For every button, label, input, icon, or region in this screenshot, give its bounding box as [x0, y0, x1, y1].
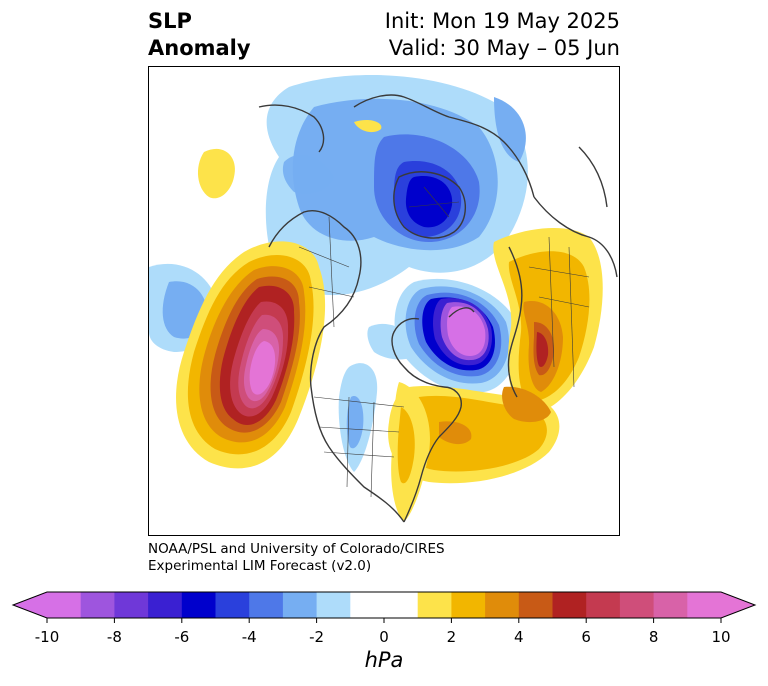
colorbar-bin [417, 592, 452, 618]
colorbar-tick-label: -2 [309, 628, 325, 646]
valid-range: Valid: 30 May – 05 Jun [388, 36, 620, 60]
colorbar-bin [687, 592, 722, 618]
colorbar-tick-label: 6 [581, 628, 591, 646]
colorbar-bin [586, 592, 621, 618]
coastlines [258, 94, 618, 523]
colorbar-bin [485, 592, 520, 618]
negative-anomaly-arctic [265, 75, 528, 296]
colorbar-bin [653, 592, 688, 618]
positive-anomaly-western-pacific [197, 148, 235, 199]
colorbar-bin [47, 592, 82, 618]
forecast-dates: Init: Mon 19 May 2025 Valid: 30 May – 05… [385, 8, 620, 62]
colorbar-bin [282, 592, 318, 618]
colorbar-tick-label: -10 [34, 628, 60, 646]
colorbar-bin [518, 592, 553, 618]
colorbar-bin [316, 592, 351, 618]
colorbar-bin [249, 592, 284, 618]
colorbar-bin [451, 592, 486, 618]
colorbar-bin [552, 592, 587, 618]
colorbar: -10 -8 -6 -4 -2 0 2 4 6 8 10 hPa [0, 588, 768, 686]
positive-anomaly-baffin [354, 119, 382, 133]
colorbar-bin [148, 592, 183, 618]
title-line-1: SLP [148, 9, 192, 33]
colorbar-tick-label: 8 [648, 628, 659, 646]
init-date: Init: Mon 19 May 2025 [384, 9, 620, 33]
credit-line-1: NOAA/PSL and University of Colorado/CIRE… [148, 541, 445, 557]
credit-line-2: Experimental LIM Forecast (v2.0) [148, 558, 372, 574]
colorbar-bin [619, 592, 655, 618]
negative-anomaly-north-atlantic [394, 278, 518, 393]
colorbar-tick-label: -6 [174, 628, 190, 646]
political-borders [298, 186, 590, 498]
colorbar-unit: hPa [364, 648, 404, 672]
colorbar-under-arrow [13, 592, 47, 618]
colorbar-over-arrow [721, 592, 755, 618]
figure-title: SLP Anomaly [148, 8, 251, 62]
colorbar-bin [181, 592, 216, 618]
colorbar-tick-label: 4 [514, 628, 524, 646]
credit-text: NOAA/PSL and University of Colorado/CIRE… [148, 541, 445, 575]
colorbar-tick-label: -4 [241, 628, 257, 646]
colorbar-bin [80, 592, 115, 618]
anomaly-map [148, 66, 620, 536]
colorbar-tick-label: 10 [711, 628, 731, 646]
positive-anomaly-eastern-us [391, 382, 430, 522]
positive-anomaly-subtropical-atlantic [388, 385, 560, 484]
title-line-2: Anomaly [148, 36, 251, 60]
colorbar-tick-label: 2 [446, 628, 457, 646]
colorbar-bin [215, 592, 250, 618]
map-canvas [149, 75, 618, 523]
negative-anomaly-central-north-america [338, 323, 424, 472]
positive-anomaly-northeast-pacific [176, 241, 326, 469]
colorbar-tick-label: 0 [379, 628, 389, 646]
colorbar-bin [350, 592, 419, 618]
colorbar-bin [114, 592, 149, 618]
colorbar-tick-label: -8 [106, 628, 122, 646]
colorbar-scale [11, 591, 757, 623]
